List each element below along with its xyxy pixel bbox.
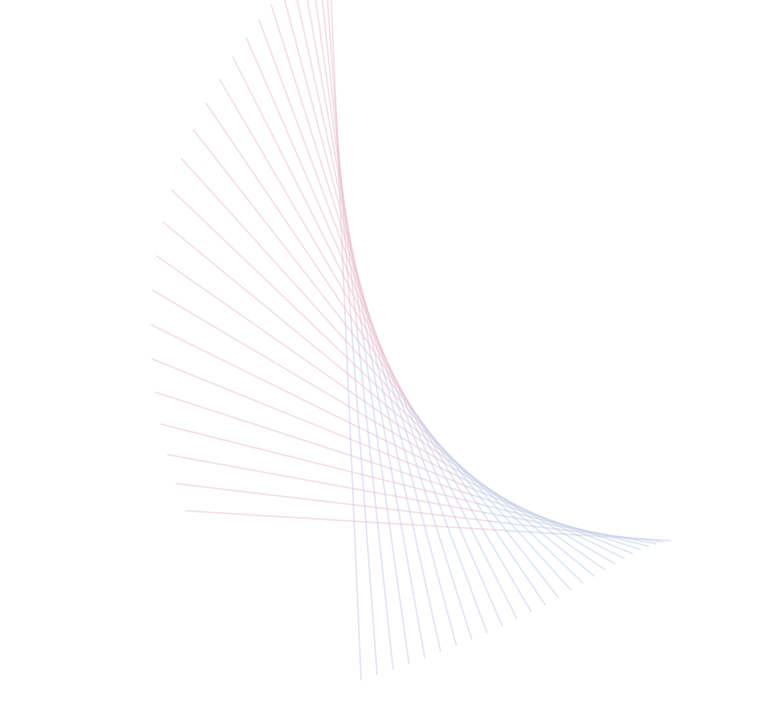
pink-string xyxy=(245,36,401,392)
pink-fan xyxy=(150,0,499,531)
blue-string xyxy=(374,355,442,653)
pink-string xyxy=(232,56,407,401)
pink-string xyxy=(150,324,462,479)
blue-string xyxy=(380,363,458,646)
pink-string xyxy=(151,358,468,488)
blue-string xyxy=(344,311,362,681)
blue-string xyxy=(453,468,616,565)
pink-string xyxy=(154,391,474,497)
pink-string xyxy=(152,289,456,470)
pink-string xyxy=(156,255,450,462)
blue-string xyxy=(466,485,634,555)
pink-string xyxy=(184,509,499,531)
pink-string xyxy=(314,0,365,340)
blue-string xyxy=(435,442,584,584)
pink-string xyxy=(326,0,352,323)
blue-string xyxy=(447,459,606,571)
blue-string xyxy=(441,450,595,577)
pink-string xyxy=(162,221,444,453)
pink-string xyxy=(170,189,438,444)
blue-string xyxy=(399,389,503,627)
pink-string xyxy=(321,0,359,331)
blue-string xyxy=(484,511,657,545)
blue-string xyxy=(460,476,625,560)
blue-string xyxy=(356,329,394,670)
pink-string xyxy=(218,78,413,410)
blue-string xyxy=(405,398,518,620)
pink-string xyxy=(330,0,346,314)
blue-string xyxy=(490,520,664,543)
blue-string xyxy=(411,407,532,613)
pink-string xyxy=(192,129,426,427)
pink-string xyxy=(306,0,371,349)
blue-string xyxy=(472,494,642,551)
blue-string xyxy=(368,346,426,659)
blue-string xyxy=(496,529,671,542)
pink-string xyxy=(258,19,395,383)
pink-string xyxy=(160,423,481,505)
blue-string xyxy=(478,503,650,548)
blue-string xyxy=(392,381,488,634)
blue-string xyxy=(423,424,559,598)
blue-string xyxy=(417,416,546,606)
blue-string xyxy=(362,337,410,665)
blue-fan xyxy=(344,311,671,681)
pink-string xyxy=(175,482,493,523)
pink-string xyxy=(270,4,389,375)
blue-string xyxy=(386,372,473,640)
blue-string xyxy=(350,320,378,676)
pink-string xyxy=(205,102,420,418)
blue-string xyxy=(429,433,572,591)
pink-string xyxy=(296,0,377,357)
pink-string xyxy=(181,158,432,436)
pink-string xyxy=(167,453,487,514)
pink-string xyxy=(283,0,383,366)
